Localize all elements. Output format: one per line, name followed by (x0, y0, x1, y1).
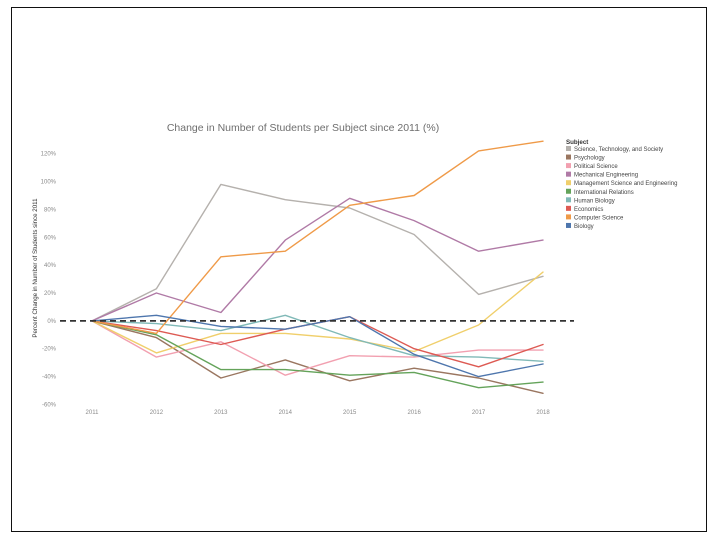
y-tick-label: 120% (41, 152, 57, 158)
x-tick-label: 2012 (150, 410, 164, 416)
x-tick-label: 2018 (536, 410, 550, 416)
y-tick-label: 20% (44, 291, 57, 297)
legend-swatch (566, 146, 571, 151)
chart-frame (11, 7, 707, 532)
series-line-computer-science (91, 140, 544, 335)
legend-swatch (566, 154, 571, 160)
y-tick-label: -40% (42, 375, 57, 381)
y-tick-label: 100% (41, 180, 57, 186)
x-tick-label: 2017 (472, 410, 486, 416)
legend-swatch (566, 222, 571, 228)
legend-item-label: Management Science and Engineering (574, 181, 677, 187)
legend-item-label: Economics (574, 207, 603, 213)
series-line-psychology (91, 320, 544, 394)
x-tick-label: 2015 (343, 410, 357, 416)
legend-item-label: Mechanical Engineering (574, 173, 638, 179)
legend-item-label: Biology (574, 224, 594, 230)
legend: Subject Science, Technology, and Society… (566, 139, 677, 230)
series-line-management-science-and-engineering (91, 271, 544, 354)
legend-swatch (566, 205, 571, 211)
y-tick-label: 60% (44, 235, 57, 241)
x-tick-label: 2016 (407, 410, 421, 416)
legend-swatch (566, 214, 571, 220)
y-axis-ticks: 120% 100% 80% 60% 40% 20% 0% -20% -40% -60% (41, 152, 57, 409)
series-line-biology (91, 314, 544, 378)
legend-item-label: Science, Technology, and Society (574, 147, 663, 153)
series-line-political-science (91, 320, 544, 376)
y-tick-label: 80% (44, 207, 57, 213)
legend-item-label: Computer Science (574, 215, 624, 221)
x-tick-label: 2011 (86, 410, 100, 416)
legend-swatch (566, 171, 571, 177)
legend-swatch (566, 188, 571, 194)
legend-item-label: Psychology (574, 156, 605, 162)
y-tick-label: 40% (44, 263, 57, 269)
legend-swatch (566, 197, 571, 203)
legend-swatch (566, 163, 571, 169)
legend-swatch (566, 180, 571, 186)
series-line-international-relations (91, 320, 544, 389)
y-axis-label: Percent Change in Number of Students sin… (32, 198, 39, 338)
x-tick-label: 2014 (279, 410, 293, 416)
x-tick-label: 2013 (214, 410, 228, 416)
legend-item-label: International Relations (574, 190, 634, 196)
x-axis-ticks: 2011 2012 2013 2014 2015 2016 2017 2018 (86, 410, 551, 416)
series-lines (91, 140, 544, 394)
y-tick-label: 0% (47, 319, 56, 325)
series-line-mechanical-engineering (91, 197, 544, 322)
series-line-science-technology-and-society (91, 183, 544, 322)
legend-item-label: Human Biology (574, 198, 615, 204)
y-tick-label: -20% (42, 347, 57, 353)
legend-item-label: Political Science (574, 164, 618, 170)
y-tick-label: -60% (42, 402, 57, 408)
series-line-human-biology (91, 314, 544, 362)
legend-title: Subject (566, 139, 588, 146)
chart-title: Change in Number of Students per Subject… (167, 122, 439, 134)
